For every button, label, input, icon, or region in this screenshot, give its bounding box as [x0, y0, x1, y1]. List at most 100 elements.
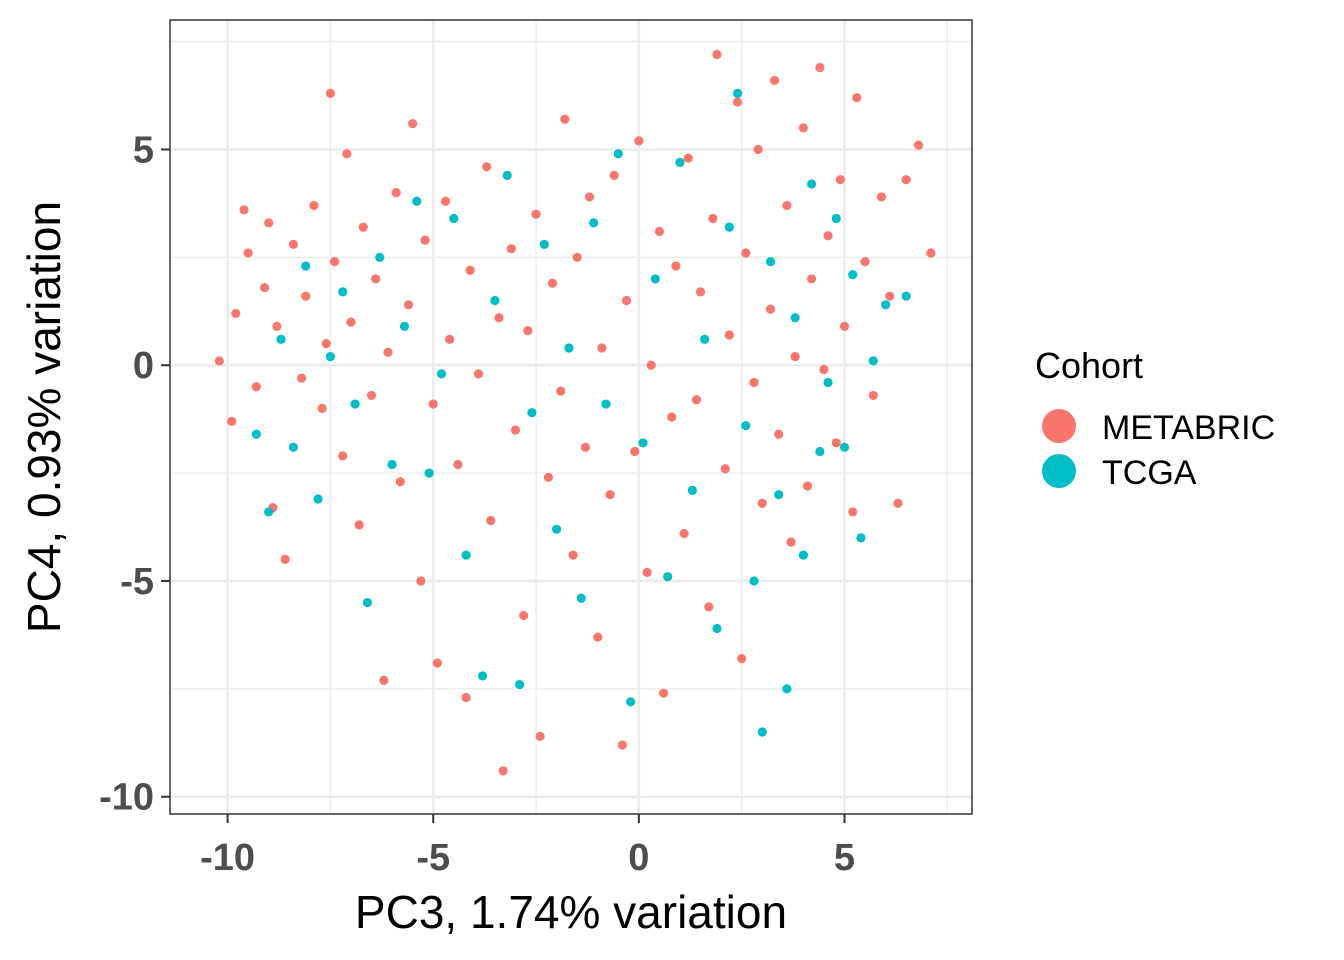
- point-metabric: [403, 300, 414, 310]
- point-metabric: [786, 537, 796, 547]
- point-metabric: [338, 451, 348, 461]
- point-metabric: [704, 602, 714, 612]
- point-tcga: [461, 550, 471, 560]
- point-metabric: [605, 490, 615, 500]
- point-metabric: [741, 248, 751, 258]
- point-tcga: [589, 218, 599, 228]
- point-metabric: [831, 438, 841, 448]
- point-tcga: [424, 468, 434, 478]
- point-tcga: [399, 321, 410, 331]
- point-tcga: [732, 88, 743, 98]
- point-tcga: [774, 490, 784, 500]
- point-metabric: [416, 576, 426, 586]
- point-metabric: [445, 334, 455, 344]
- point-tcga: [856, 533, 866, 543]
- point-metabric: [737, 654, 747, 664]
- point-metabric: [876, 192, 887, 202]
- point-tcga: [831, 213, 841, 224]
- point-tcga: [765, 257, 776, 267]
- point-metabric: [868, 390, 878, 401]
- point-metabric: [823, 231, 833, 241]
- point-tcga: [782, 684, 792, 694]
- point-tcga: [663, 572, 673, 582]
- point-metabric: [848, 507, 858, 517]
- point-metabric: [691, 395, 702, 405]
- point-metabric: [667, 412, 677, 422]
- point-metabric: [231, 308, 241, 319]
- point-tcga: [539, 239, 549, 249]
- point-metabric: [658, 688, 669, 698]
- point-metabric: [556, 386, 566, 396]
- point-tcga: [881, 300, 891, 310]
- grid-lines: [170, 20, 972, 814]
- point-tcga: [527, 408, 537, 418]
- point-metabric: [547, 278, 558, 288]
- point-metabric: [317, 403, 327, 413]
- point-tcga: [675, 157, 685, 168]
- point-tcga: [375, 252, 385, 262]
- point-tcga: [412, 196, 422, 206]
- point-metabric: [679, 528, 689, 539]
- point-tcga: [477, 671, 488, 681]
- point-tcga: [638, 438, 648, 448]
- point-metabric: [251, 382, 261, 392]
- point-metabric: [498, 766, 508, 776]
- point-metabric: [297, 373, 307, 383]
- point-metabric: [342, 149, 352, 159]
- point-tcga: [325, 351, 335, 362]
- legend-key-metabric: [1042, 409, 1076, 443]
- point-metabric: [465, 265, 475, 275]
- point-metabric: [708, 213, 718, 224]
- point-metabric: [214, 356, 224, 366]
- point-tcga: [687, 485, 697, 495]
- y-tick-label: -10: [99, 777, 154, 819]
- data-points: [214, 49, 936, 776]
- point-metabric: [597, 343, 607, 353]
- point-metabric: [630, 446, 640, 457]
- point-tcga: [350, 399, 360, 409]
- legend-title: Cohort: [1035, 345, 1143, 386]
- point-metabric: [634, 136, 644, 146]
- y-tick-label: 5: [133, 129, 154, 171]
- point-tcga: [502, 170, 512, 180]
- point-metabric: [543, 472, 553, 483]
- point-metabric: [720, 464, 730, 474]
- y-tick-label: 0: [133, 345, 154, 387]
- point-metabric: [473, 369, 484, 379]
- point-tcga: [490, 295, 500, 306]
- point-metabric: [835, 175, 845, 185]
- point-metabric: [807, 274, 817, 284]
- point-metabric: [523, 326, 533, 336]
- point-metabric: [453, 459, 463, 470]
- point-metabric: [506, 244, 516, 254]
- plot-panel-background: [170, 20, 972, 814]
- point-metabric: [482, 162, 492, 172]
- legend-label-metabric: METABRIC: [1102, 409, 1275, 447]
- point-metabric: [383, 347, 393, 357]
- point-metabric: [695, 287, 706, 297]
- point-metabric: [358, 222, 368, 232]
- x-tick-label: -5: [416, 837, 450, 879]
- legend-label-tcga: TCGA: [1102, 454, 1197, 492]
- point-tcga: [807, 179, 817, 189]
- point-metabric: [815, 62, 825, 73]
- point-metabric: [519, 610, 529, 621]
- point-tcga: [313, 494, 323, 504]
- point-tcga: [839, 442, 850, 452]
- point-metabric: [580, 442, 590, 452]
- x-tick-label: 5: [834, 837, 855, 879]
- point-metabric: [753, 144, 763, 155]
- point-tcga: [514, 679, 525, 690]
- point-metabric: [798, 123, 808, 133]
- point-metabric: [309, 200, 319, 211]
- point-metabric: [325, 88, 335, 98]
- point-metabric: [432, 658, 442, 668]
- point-metabric: [354, 520, 364, 530]
- point-tcga: [700, 334, 710, 344]
- legend-key-tcga: [1042, 454, 1076, 488]
- point-metabric: [819, 364, 829, 375]
- x-axis-title: PC3, 1.74% variation: [355, 886, 787, 938]
- point-tcga: [564, 343, 574, 353]
- point-metabric: [926, 248, 936, 258]
